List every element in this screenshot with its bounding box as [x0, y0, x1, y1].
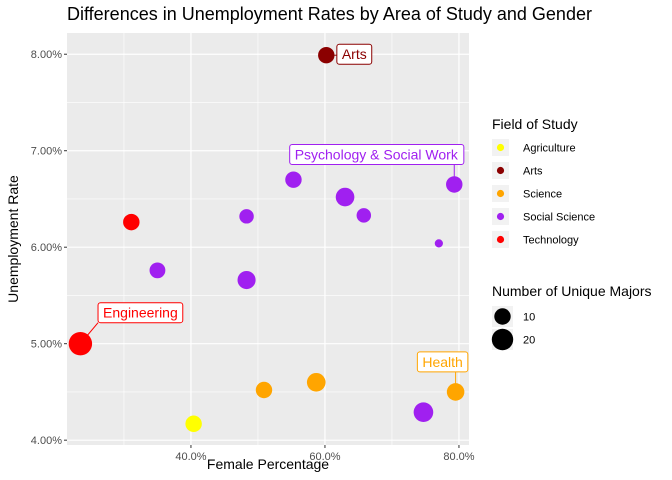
data-point: [335, 187, 355, 207]
legend-label: Technology: [523, 235, 579, 247]
data-point: [239, 209, 254, 224]
data-point: [123, 213, 140, 231]
x-tick-label: 40.0%: [175, 451, 206, 463]
annotation-box: [416, 351, 469, 373]
x-axis-title: Female Percentage: [207, 456, 329, 472]
data-point: [318, 46, 335, 64]
legend-swatch: [496, 189, 505, 198]
y-tick-label: 6.00%: [31, 242, 62, 254]
data-point: [446, 383, 465, 401]
y-tick-label: 8.00%: [31, 49, 62, 61]
color-legend-item: Social Science: [492, 208, 595, 225]
annotation-box: [336, 43, 373, 65]
annotation-label: Arts: [336, 43, 373, 65]
y-tick-label: 5.00%: [31, 339, 62, 351]
chart-title: Differences in Unemployment Rates by Are…: [67, 4, 592, 24]
size-legend-item: 10: [492, 306, 535, 327]
data-point: [237, 270, 256, 290]
data-point: [446, 176, 463, 193]
color-legend-item: Science: [492, 185, 562, 202]
grid-major: [67, 33, 469, 445]
legend-swatch: [496, 143, 505, 152]
color-legend: Field of Study Agriculture Arts Science Soc…: [492, 116, 595, 248]
y-axis-title: Unemployment Rate: [5, 175, 21, 303]
data-point: [68, 331, 93, 356]
legend-label: 10: [523, 312, 535, 324]
color-legend-items: Agriculture Arts Science Social Science Tech…: [492, 139, 595, 248]
color-legend-title: Field of Study: [492, 116, 578, 132]
data-point: [434, 239, 443, 248]
legend-size-swatch: [491, 328, 514, 351]
size-legend-item: 20: [491, 328, 535, 351]
legend-swatch: [496, 212, 505, 221]
legend-swatch: [496, 235, 505, 244]
annotation-label: Health: [416, 351, 469, 373]
legend-label: Arts: [523, 166, 543, 178]
annotations: Arts Psychology & Social Work Engineering H…: [97, 43, 469, 373]
color-legend-item: Agriculture: [492, 139, 576, 156]
legend-label: Social Science: [523, 212, 595, 224]
y-axis-ticks: 4.00% 5.00% 6.00% 7.00% 8.00%: [31, 49, 67, 447]
data-point: [149, 262, 166, 279]
legend-swatch: [496, 166, 505, 175]
data-points: [68, 46, 465, 432]
y-tick-label: 7.00%: [31, 146, 62, 158]
y-tick-label: 4.00%: [31, 435, 62, 447]
x-tick-label: 60.0%: [309, 451, 340, 463]
size-legend-items: 10 20: [491, 306, 535, 351]
data-point: [285, 171, 302, 188]
color-legend-item: Arts: [492, 162, 543, 179]
size-legend: Number of Unique Majors 10 20: [491, 283, 652, 351]
annotation-text: Psychology & Social Work: [295, 146, 459, 162]
annotation-label: Psychology & Social Work: [289, 143, 465, 165]
annotation-label: Engineering: [97, 302, 184, 324]
x-tick-label: 80.0%: [443, 451, 474, 463]
legend-size-swatch: [494, 308, 511, 325]
color-legend-item: Technology: [492, 231, 579, 248]
legend-label: 20: [523, 335, 535, 347]
annotation-box: [289, 143, 465, 165]
x-axis-ticks: 40.0% 60.0% 80.0%: [175, 445, 475, 463]
legend-label: Science: [523, 189, 562, 201]
data-point: [356, 208, 372, 223]
annotation-box: [97, 302, 184, 324]
data-point: [185, 415, 202, 432]
plot-panel: [67, 33, 469, 445]
annotation-text: Engineering: [103, 305, 178, 321]
data-point: [306, 372, 326, 392]
grid-minor: [67, 33, 469, 445]
data-point: [413, 402, 434, 423]
annotation-text: Arts: [342, 46, 367, 62]
annotation-text: Health: [422, 354, 462, 370]
legend-label: Agriculture: [523, 143, 576, 155]
data-point: [255, 381, 273, 399]
size-legend-title: Number of Unique Majors: [492, 283, 652, 299]
